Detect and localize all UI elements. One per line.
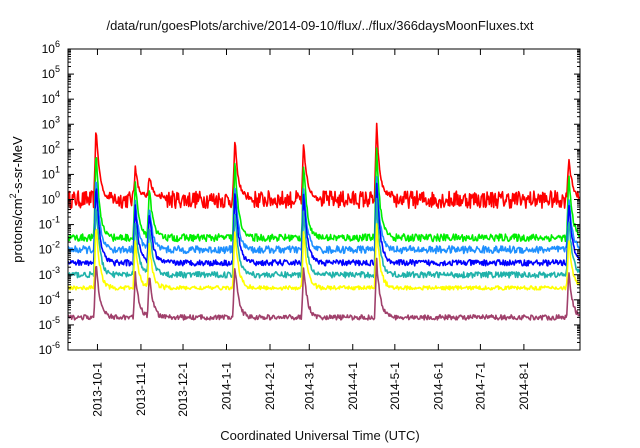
x-tick-label: 2014-6-1	[431, 362, 445, 410]
x-tick-label: 2014-2-1	[263, 362, 277, 410]
y-tick-label: 101	[42, 164, 60, 181]
y-axis-label: protons/cm2-s-sr-MeV	[8, 136, 25, 263]
series-line-1	[68, 147, 580, 243]
series-line-2	[68, 176, 580, 255]
chart-title: /data/run/goesPlots/archive/2014-09-10/f…	[106, 18, 534, 33]
y-tick-label: 102	[42, 139, 60, 156]
y-tick-label: 10-5	[39, 315, 60, 332]
y-tick-label: 105	[42, 64, 60, 81]
series-line-3	[68, 182, 580, 267]
x-tick-label: 2014-1-1	[220, 362, 234, 410]
x-tick-label: 2014-5-1	[388, 362, 402, 410]
x-axis-label: Coordinated Universal Time (UTC)	[220, 428, 420, 443]
series-line-5	[68, 223, 580, 291]
y-tick-label: 10-6	[39, 340, 60, 357]
y-tick-label: 10-3	[39, 265, 60, 282]
series-line-6	[68, 257, 580, 321]
x-tick-label: 2014-7-1	[473, 362, 487, 410]
x-tick-label: 2013-11-1	[134, 362, 148, 416]
x-tick-label: 2014-8-1	[517, 362, 531, 410]
series-line-0	[68, 122, 580, 209]
y-tick-label: 100	[42, 190, 60, 207]
y-tick-label: 10-4	[39, 290, 60, 307]
x-tick-label: 2014-3-1	[302, 362, 316, 410]
y-tick-label: 10-1	[39, 215, 60, 232]
y-tick-label: 10-2	[39, 240, 60, 257]
x-tick-label: 2014-4-1	[346, 362, 360, 410]
y-tick-label: 103	[42, 114, 60, 131]
y-tick-label: 106	[42, 39, 60, 56]
series-line-4	[68, 197, 580, 279]
data-series-group	[68, 122, 580, 321]
x-tick-label: 2013-10-1	[90, 362, 104, 417]
x-tick-label: 2013-12-1	[176, 362, 190, 417]
y-tick-label: 104	[42, 89, 60, 106]
